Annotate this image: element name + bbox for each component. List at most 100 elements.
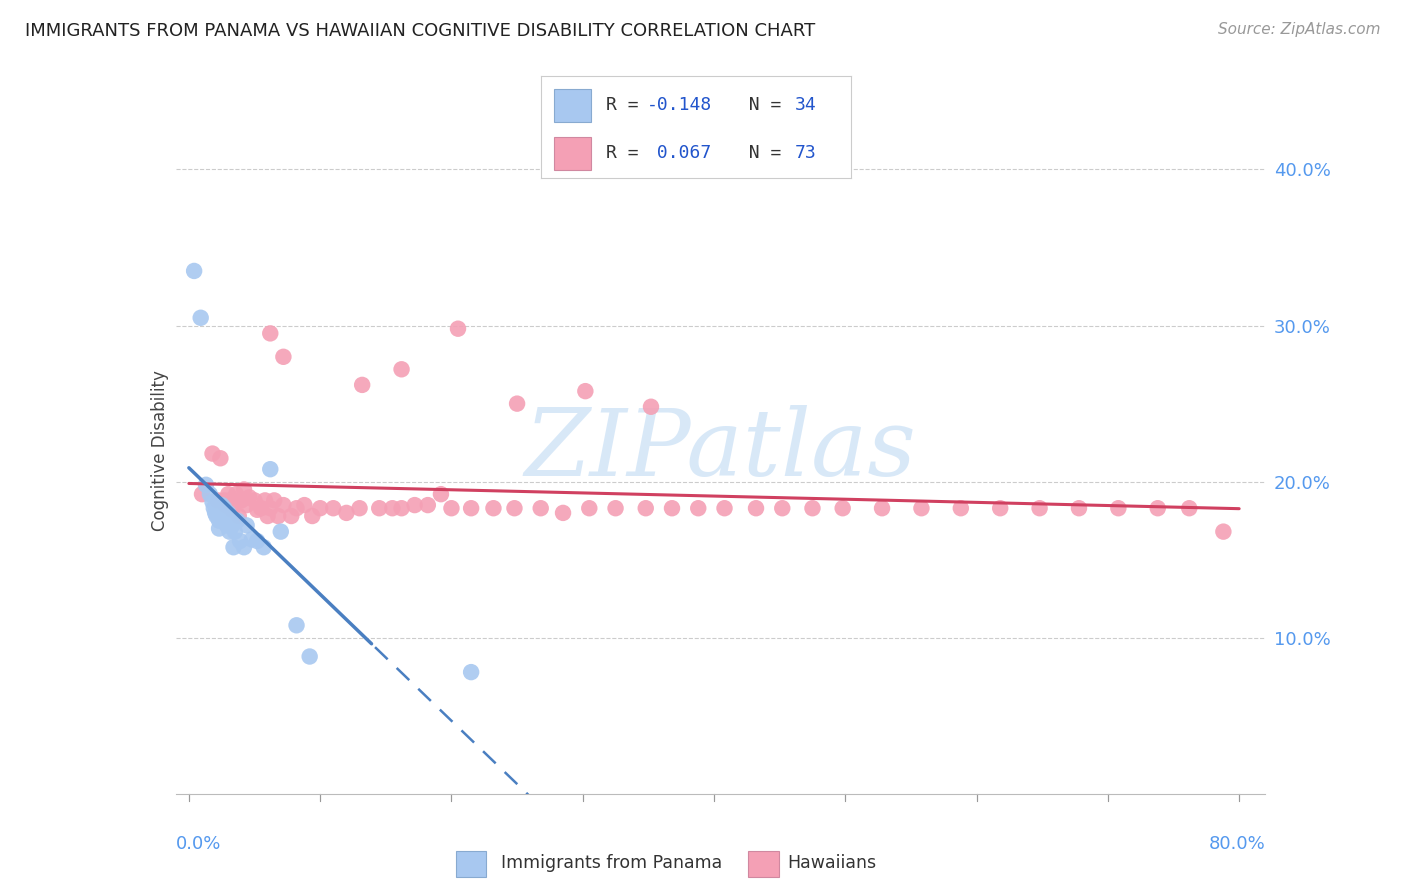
Point (263, 493, 285, 508)
Point (253, 540, 276, 554)
Point (298, 649, 321, 664)
Point (209, 451, 232, 466)
Point (214, 508, 236, 523)
Point (231, 493, 253, 508)
Point (640, 400, 662, 414)
Point (1067, 501, 1090, 516)
Point (238, 490, 260, 504)
Point (259, 501, 281, 516)
Point (221, 518, 243, 533)
Text: 73: 73 (794, 144, 817, 161)
Point (605, 501, 627, 516)
Point (294, 498, 316, 512)
Point (578, 501, 600, 516)
Point (217, 487, 239, 501)
Point (447, 322, 470, 336)
Point (233, 483, 256, 497)
Point (349, 501, 371, 516)
Point (194, 478, 217, 492)
Point (246, 533, 269, 548)
Point (240, 533, 263, 547)
Point (745, 501, 768, 516)
Point (235, 498, 257, 512)
Point (212, 508, 235, 523)
Point (201, 495, 224, 509)
Point (250, 501, 273, 516)
Point (267, 508, 290, 523)
Point (201, 446, 224, 460)
Text: Hawaiians: Hawaiians (787, 854, 876, 872)
Point (202, 501, 225, 516)
Point (661, 501, 683, 516)
Point (1107, 501, 1129, 516)
Point (218, 493, 240, 508)
Point (191, 487, 214, 501)
Point (1178, 501, 1201, 516)
FancyBboxPatch shape (554, 137, 591, 170)
FancyBboxPatch shape (456, 851, 486, 877)
Point (574, 384, 596, 398)
Point (368, 501, 391, 516)
Text: -0.148: -0.148 (647, 95, 711, 113)
Text: 34: 34 (794, 95, 817, 113)
Point (309, 501, 332, 516)
Point (530, 501, 553, 516)
Point (259, 462, 281, 476)
Point (246, 502, 269, 516)
Text: N =: N = (727, 95, 792, 113)
Point (322, 501, 344, 516)
Point (190, 310, 212, 325)
Point (1212, 524, 1234, 539)
Point (391, 362, 413, 376)
Point (218, 524, 240, 539)
Point (688, 501, 710, 516)
Point (273, 498, 295, 512)
Point (713, 501, 735, 516)
Point (219, 514, 242, 528)
Point (270, 524, 292, 539)
Text: 80.0%: 80.0% (1209, 835, 1265, 853)
Point (224, 524, 246, 539)
Point (506, 396, 529, 410)
Point (253, 493, 276, 508)
Point (208, 521, 231, 535)
Point (273, 350, 295, 364)
Point (416, 498, 439, 512)
Point (229, 533, 252, 548)
Text: N =: N = (727, 144, 792, 161)
Point (551, 506, 574, 520)
Point (460, 665, 482, 680)
Y-axis label: Cognitive Disability: Cognitive Disability (150, 370, 169, 531)
Point (770, 501, 793, 516)
Text: Source: ZipAtlas.com: Source: ZipAtlas.com (1218, 22, 1381, 37)
Point (222, 540, 245, 554)
Point (215, 518, 238, 533)
Point (440, 501, 463, 516)
Point (988, 501, 1011, 516)
Point (208, 514, 231, 528)
Point (280, 508, 302, 523)
Point (1146, 501, 1168, 516)
Point (503, 501, 526, 516)
Point (460, 501, 482, 516)
Text: R =: R = (606, 95, 650, 113)
Text: R =: R = (606, 144, 650, 161)
Point (256, 508, 278, 523)
Point (225, 487, 247, 501)
FancyBboxPatch shape (554, 89, 591, 122)
Point (391, 501, 413, 516)
Point (634, 501, 657, 516)
Point (285, 618, 308, 632)
Text: 0.067: 0.067 (647, 144, 711, 161)
Point (207, 493, 229, 508)
Point (243, 493, 266, 508)
Text: Immigrants from Panama: Immigrants from Panama (501, 854, 721, 872)
Point (205, 508, 228, 523)
Point (214, 501, 236, 516)
Point (228, 508, 250, 523)
Text: IMMIGRANTS FROM PANAMA VS HAWAIIAN COGNITIVE DISABILITY CORRELATION CHART: IMMIGRANTS FROM PANAMA VS HAWAIIAN COGNI… (25, 22, 815, 40)
Point (233, 540, 256, 554)
Point (214, 493, 236, 508)
Point (801, 501, 824, 516)
Point (221, 502, 243, 516)
